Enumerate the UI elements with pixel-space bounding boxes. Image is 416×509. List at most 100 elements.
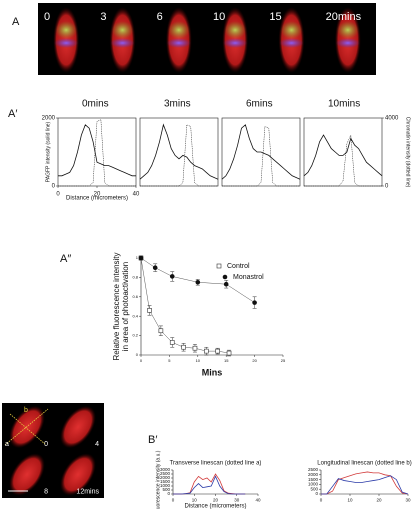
chart: 10mins 0 4000 Chromatin intensity (dotted l…: [303, 99, 411, 190]
point: [147, 308, 152, 313]
cell-green: [167, 21, 190, 39]
point: [169, 274, 175, 279]
cell-green: [336, 21, 359, 39]
image-strip: [38, 3, 376, 75]
point: [181, 344, 186, 350]
x-axis-label: Distance (micrometers): [66, 196, 128, 202]
y-tick-label: 0.8: [132, 274, 138, 279]
data-line: [140, 124, 218, 187]
y-tick-label: 0.4: [132, 313, 138, 318]
x-tick-label: 20: [213, 498, 219, 503]
cell-blue: [54, 38, 79, 48]
chart-title: Transverse linescan (dotted line a): [170, 461, 262, 467]
cell-blue: [279, 38, 304, 48]
x-tick-label: 40: [255, 498, 261, 503]
y-tick-label: 0: [52, 184, 56, 190]
x-tick-label: 20: [376, 498, 382, 503]
chart-title: 3mins: [164, 99, 191, 110]
x-tick-label: 30: [234, 498, 240, 503]
point: [252, 300, 257, 305]
y-tick-label: 1500: [308, 477, 319, 482]
x-tick-label: 0: [56, 192, 60, 198]
y2-tick-label: 4000: [385, 116, 399, 122]
x-tick-label: 20: [94, 192, 101, 198]
chart: Longitudinal linescan (dotted line b) 0 10…: [308, 461, 412, 503]
panel-label: A′: [8, 108, 17, 120]
point: [195, 279, 201, 285]
chart-title: Longitudinal linescan (dotted line b): [317, 461, 411, 467]
y-tick-label: 0.2: [132, 333, 138, 338]
data-line: [321, 471, 409, 495]
cell-green: [224, 21, 247, 39]
legend-label: Monastrol: [233, 274, 264, 281]
x-tick-label: 0: [140, 358, 143, 363]
chart: 3mins: [139, 99, 219, 187]
data-line: [58, 119, 136, 187]
time-label: 12mins: [76, 488, 99, 495]
chart: 6mins: [221, 99, 301, 187]
time-label: 3: [100, 11, 106, 23]
x-tick-label: 15: [224, 358, 229, 363]
chart-title: 10mins: [328, 99, 360, 110]
point: [223, 281, 229, 287]
data-line: [173, 473, 246, 495]
time-label: 0: [44, 11, 50, 23]
y-axis-label: Relative fluorescence intensity: [112, 252, 121, 360]
time-label: 4: [95, 441, 99, 448]
chart: 0 5 10 15 20 25 0 0.2 0.4 0.6 0.8 1 Mins Relative flu…: [112, 252, 286, 377]
time-label: 15: [269, 11, 281, 23]
y-tick-label: 1: [136, 255, 139, 260]
x-tick-label: 25: [281, 358, 286, 363]
panel-label: A: [12, 16, 20, 28]
cell-blue: [110, 38, 135, 48]
point: [138, 255, 144, 261]
data-line: [222, 126, 300, 187]
y-tick-label: 0: [136, 352, 139, 357]
data-line: [139, 123, 219, 180]
chart: Transverse linescan (dotted line a) 0 10 20…: [155, 450, 261, 509]
x-tick-label: 10: [192, 498, 198, 503]
time-label: 10: [213, 11, 225, 23]
data-line: [304, 134, 382, 187]
y-tick-label: 2000: [42, 116, 56, 122]
y-tick-label: 2500: [160, 471, 171, 476]
data-line: [58, 124, 136, 177]
x-axis-label: Distance (micrometers): [184, 504, 246, 509]
x-tick-label: 5: [168, 358, 171, 363]
y-tick-label: 3000: [160, 467, 171, 472]
legend-label: Control: [227, 263, 250, 270]
y-tick-label: 0: [315, 491, 318, 496]
y-tick-label: 1500: [160, 479, 171, 484]
legend-marker: [222, 274, 228, 280]
connect-line: [140, 257, 255, 303]
data-line: [303, 134, 383, 177]
chart-title: 0mins: [82, 99, 109, 110]
y-axis-label: in area of photoactivation: [121, 262, 130, 351]
time-label: 0: [44, 441, 48, 448]
y-axis-label: PAGFP intensity (solid line): [45, 121, 51, 182]
plot-frame: [303, 117, 383, 187]
chart: 0mins 0 20 40 0 2000 Distance (micrometers) PAG…: [42, 99, 140, 202]
y-tick-label: 500: [310, 486, 318, 491]
y-tick-label: 0: [167, 491, 170, 496]
x-tick-label: 20: [252, 358, 257, 363]
data-line: [321, 475, 409, 495]
y-tick-label: 2000: [160, 475, 171, 480]
line-label: a: [5, 441, 9, 448]
y-tick-label: 1000: [160, 483, 171, 488]
cell: [60, 453, 96, 496]
line-label: b: [24, 407, 28, 414]
panel-label: B′: [148, 434, 157, 446]
y2-tick-label: 0: [385, 184, 389, 190]
point: [215, 348, 220, 354]
y-tick-label: 2000: [308, 472, 319, 477]
y-tick-label: 1000: [308, 482, 319, 487]
time-label: 6: [157, 11, 163, 23]
x-tick-label: 0: [320, 498, 323, 503]
linescan-b: [4, 408, 49, 446]
point: [226, 350, 232, 356]
legend-marker: [216, 263, 222, 269]
point: [204, 348, 209, 354]
